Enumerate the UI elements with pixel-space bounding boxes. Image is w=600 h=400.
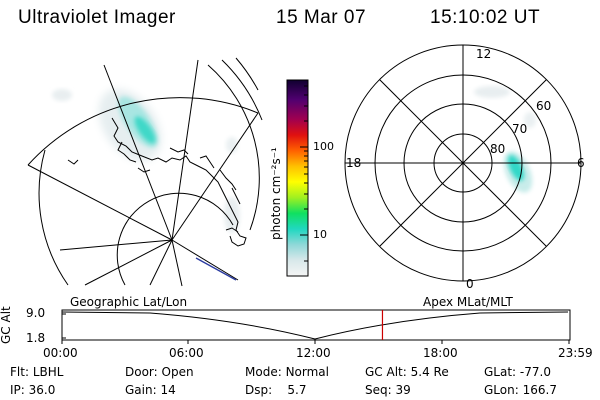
app-title: Ultraviolet Imager: [18, 7, 176, 28]
polar-plot: [344, 44, 582, 282]
colorbar: [286, 79, 309, 277]
info-mode: Mode: Normal: [245, 365, 329, 379]
info-glat: GLat: -77.0: [484, 365, 551, 379]
timeline-xtick-2359: 23:59: [558, 346, 593, 360]
colorbar-unit-label: photon cm⁻²s⁻¹: [269, 147, 283, 240]
info-filter: Flt: LBHL: [10, 365, 64, 379]
left-panel-label: Geographic Lat/Lon: [70, 295, 188, 309]
timeline-ylabel: GC Alt: [0, 306, 13, 344]
mlat-label-60: 60: [536, 99, 552, 113]
right-panel-label: Apex MLat/MLT: [423, 295, 513, 309]
colorbar-tick-10: 10: [313, 228, 327, 241]
info-seq: Seq: 39: [365, 383, 411, 397]
mlt-label-12: 12: [476, 47, 492, 61]
orbit-altitude-curve: [61, 311, 569, 340]
mlt-label-0: 0: [466, 277, 474, 291]
date-display: 15 Mar 07: [276, 7, 367, 28]
info-ip: IP: 36.0: [10, 383, 56, 397]
timeline-ytick-high: 9.0: [26, 306, 46, 320]
info-dsp: Dsp: 5.7: [245, 383, 307, 397]
info-door: Door: Open: [125, 365, 194, 379]
info-gain: Gain: 14: [125, 383, 176, 397]
info-gc-alt: GC Alt: 5.4 Re: [365, 365, 449, 379]
geographic-map: [27, 57, 263, 287]
aurora-emission-right: [474, 86, 536, 193]
aurora-emission-left: [52, 88, 240, 233]
mlt-label-6: 6: [577, 156, 585, 170]
time-display: 15:10:02 UT: [430, 7, 541, 28]
mlat-label-80: 80: [490, 142, 506, 156]
info-glon: GLon: 166.7: [484, 383, 557, 397]
timeline-ytick-low: 1.8: [26, 331, 46, 345]
timeline-xtick-1200: 12:00: [296, 346, 331, 360]
mlat-label-70: 70: [512, 122, 528, 136]
timeline-xtick-1800: 18:00: [423, 346, 458, 360]
mlt-label-18: 18: [346, 156, 362, 170]
colorbar-tick-100: 100: [313, 140, 334, 153]
timeline-xtick-0600: 06:00: [169, 346, 204, 360]
timeline-plot: [61, 309, 571, 344]
timeline-xtick-0000: 00:00: [43, 346, 78, 360]
coastline: [67, 117, 247, 247]
